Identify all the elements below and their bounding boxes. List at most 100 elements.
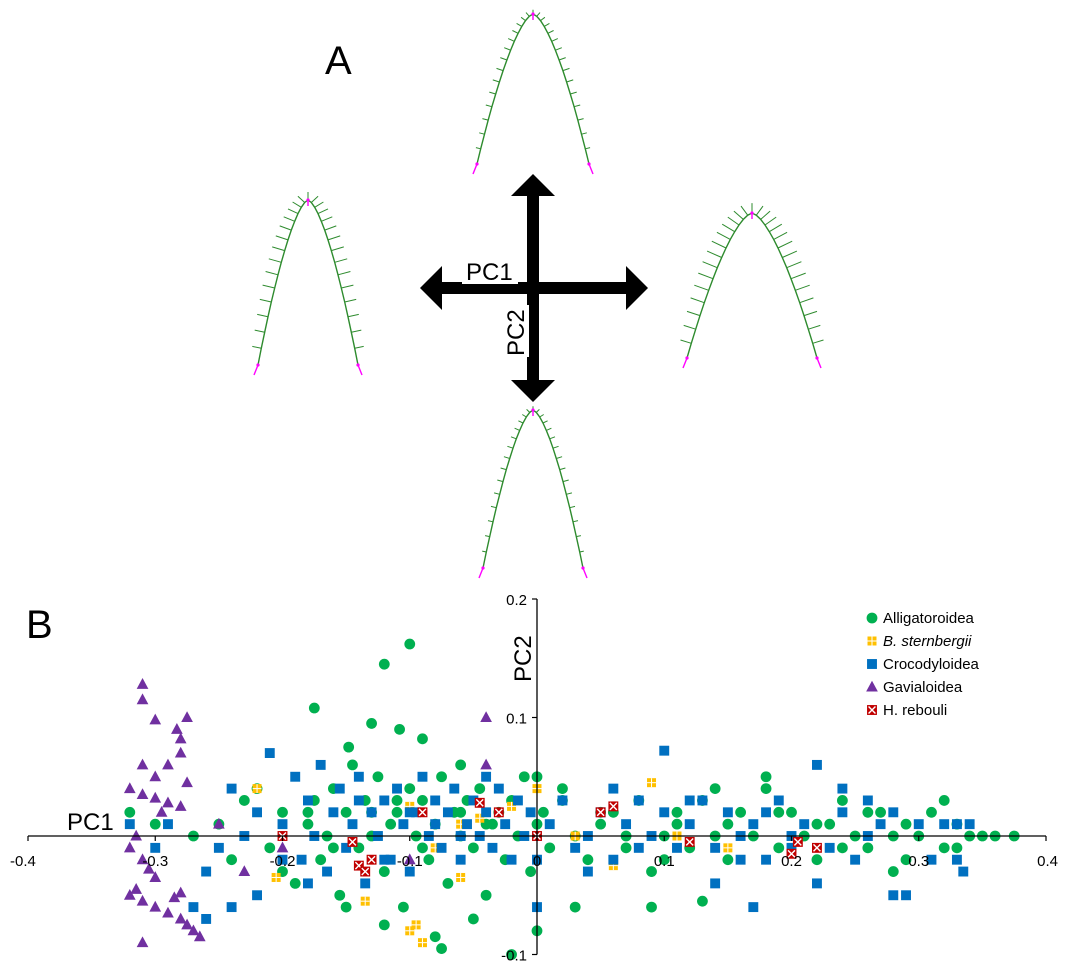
x-tick-label: 0.3 — [908, 853, 929, 870]
gavialoidea-point — [171, 723, 183, 734]
alligatoroidea-point — [289, 878, 301, 889]
crocodyloidea-point — [748, 819, 759, 830]
alligatoroidea-point — [315, 854, 327, 866]
crocodyloidea-point — [506, 854, 517, 865]
crocodyloidea-point — [582, 866, 593, 877]
crocodyloidea-point — [939, 819, 950, 830]
gavialoidea-point — [123, 888, 136, 900]
gavialoidea-point — [181, 918, 193, 930]
alligatoroidea-point — [417, 842, 428, 854]
outline-top — [472, 9, 594, 175]
legend-label: Alligatoroidea — [883, 610, 975, 627]
alligatoroidea-point — [786, 806, 797, 818]
alligatoroidea-point — [238, 795, 250, 806]
panel-b-letter: B — [26, 603, 53, 647]
crocodyloidea-point — [411, 807, 422, 818]
crocodyloidea-point — [837, 783, 848, 794]
crocodyloidea-point — [303, 878, 313, 889]
crocodyloidea-point — [404, 807, 415, 818]
b-sternbergii-point — [271, 872, 281, 882]
h-rebouli-point — [867, 705, 877, 715]
crocodyloidea-point — [951, 854, 962, 865]
legend-label: H. rebouli — [883, 702, 947, 719]
crocodyloidea-point — [353, 771, 364, 782]
alligatoroidea-point — [525, 866, 537, 877]
legend-label: Crocodyloidea — [883, 656, 980, 673]
alligatoroidea-point — [347, 759, 358, 771]
crocodyloidea-point — [867, 659, 877, 669]
alligatoroidea-point — [385, 818, 397, 830]
crocodyloidea-point — [442, 807, 453, 818]
legend-label: Gavialoidea — [883, 679, 963, 696]
b-sternbergii-point — [647, 778, 657, 788]
crocodyloidea-point — [722, 807, 733, 818]
alligatoroidea-point — [378, 866, 390, 877]
alligatoroidea-point — [722, 818, 734, 830]
crocodyloidea-point — [748, 902, 759, 913]
crocodyloidea-point — [824, 842, 835, 853]
gavialoidea-point — [181, 776, 193, 788]
gavialoidea-point — [174, 912, 187, 924]
gavialoidea-point — [480, 758, 492, 770]
alligatoroidea-point — [404, 783, 416, 794]
gavialoidea-point — [187, 924, 200, 936]
alligatoroidea-point — [938, 795, 950, 806]
alligatoroidea-point — [595, 818, 607, 830]
legend: Alligatoroidea B. sternbergii Crocodyloide… — [866, 610, 980, 719]
plot-axes: -0.4 -0.3 -0.2 -0.1 0 0.1 0.2 0.3 0.4 -0.1 0.1 0.2 P… — [10, 592, 1058, 964]
crocodyloidea-point — [398, 819, 409, 830]
alligatoroidea-point — [900, 818, 912, 830]
crocodyloidea-point — [659, 745, 670, 756]
b-sternbergii-point — [252, 784, 262, 794]
x-tick-label: 0.2 — [781, 853, 802, 870]
alligatoroidea-point — [328, 842, 339, 854]
crocodyloidea-point — [557, 795, 568, 806]
crocodyloidea-point — [334, 783, 345, 794]
alligatoroidea-point — [334, 889, 346, 901]
alligatoroidea-point — [366, 718, 377, 729]
crocodyloidea-point — [392, 783, 402, 794]
alligatoroidea-point — [824, 818, 836, 830]
b-sternbergii-point — [456, 872, 466, 882]
alligatoroidea-point — [773, 806, 785, 818]
gavialoidea-point — [155, 806, 168, 817]
crocodyloidea-point — [500, 819, 511, 830]
x-tick-label: -0.4 — [10, 853, 36, 870]
crocodyloidea-point — [812, 759, 822, 770]
crocodyloidea-point — [322, 866, 332, 877]
crocodyloidea-point — [493, 783, 504, 794]
alligatoroidea-point — [277, 806, 288, 818]
alligatoroidea-point — [735, 806, 746, 818]
gavialoidea-point — [213, 817, 225, 829]
alligatoroidea-point — [226, 854, 238, 866]
alligatoroidea-point — [417, 795, 428, 806]
alligatoroidea-point — [391, 806, 403, 818]
b-sternbergii-point — [867, 636, 877, 646]
alligatoroidea-point — [709, 783, 721, 794]
outline-right — [680, 203, 824, 369]
gavialoidea-point — [149, 770, 162, 782]
b-sternbergii-point — [723, 843, 733, 853]
gavialoidea-point — [162, 758, 174, 770]
scatter-plot: -0.4 -0.3 -0.2 -0.1 0 0.1 0.2 0.3 0.4 -0.1 0.1 0.2 P… — [10, 592, 1058, 964]
h-rebouli-point — [595, 807, 606, 818]
h-rebouli-point — [366, 854, 377, 865]
alligatoroidea-point — [900, 854, 912, 866]
gavialoidea-point — [168, 891, 181, 903]
legend-item: Gavialoidea — [866, 679, 963, 696]
gavialoidea-point — [276, 841, 289, 853]
crocodyloidea-point — [951, 819, 962, 830]
h-rebouli-point — [347, 836, 358, 847]
h-rebouli-point — [474, 797, 485, 808]
alligatoroidea-point — [404, 638, 416, 650]
outline-bottom — [478, 406, 588, 579]
crocodyloidea-point — [277, 854, 288, 865]
alligatoroidea-point — [391, 795, 403, 806]
gavialoidea-point — [238, 865, 251, 877]
crocodyloidea-point — [379, 854, 390, 865]
alligatoroidea-point — [378, 919, 390, 931]
alligatoroidea-point — [646, 901, 657, 913]
pc2-arrow-label: PC2 — [503, 309, 530, 356]
alligatoroidea-point — [308, 702, 320, 714]
crocodyloidea-point — [341, 842, 352, 853]
